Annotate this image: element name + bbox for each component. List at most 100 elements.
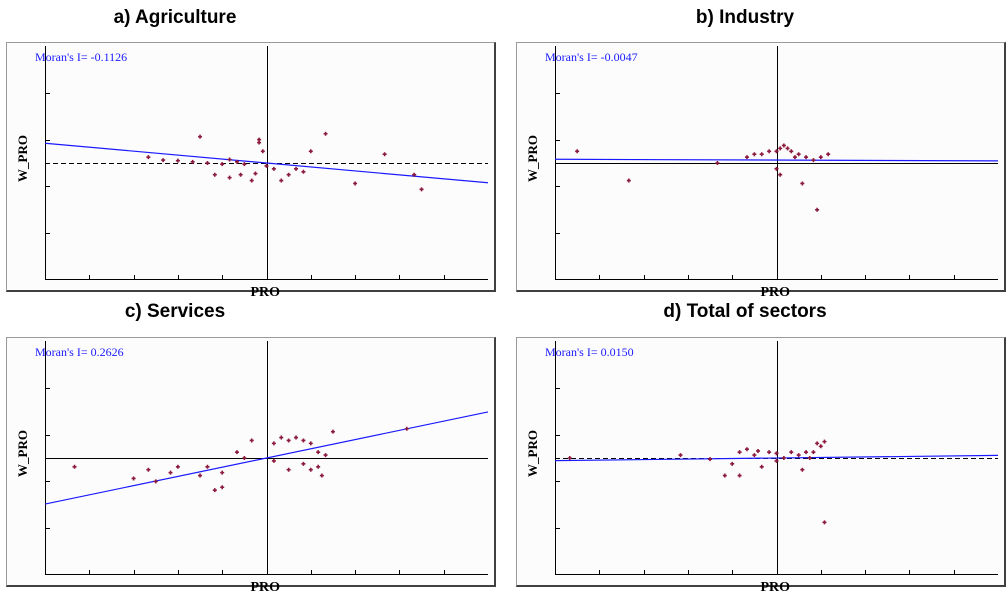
data-point-services — [153, 479, 158, 484]
panel-title-total: d) Total of sectors — [663, 301, 827, 322]
data-point-agriculture — [257, 137, 262, 142]
data-point-agriculture — [271, 166, 276, 171]
x-axis-label-agriculture: PRO — [250, 285, 281, 300]
data-point-services — [198, 473, 203, 478]
panel-title-industry: b) Industry — [695, 7, 795, 28]
panel-title-agriculture: a) Agriculture — [113, 7, 237, 28]
data-point-agriculture — [212, 172, 217, 177]
data-point-total — [752, 453, 757, 458]
data-point-agriculture — [205, 161, 210, 165]
data-point-industry — [575, 149, 580, 154]
data-point-total — [774, 451, 779, 456]
data-point-services — [249, 438, 254, 443]
data-point-agriculture — [412, 172, 417, 177]
data-point-total — [678, 453, 683, 458]
data-point-total — [756, 448, 761, 453]
data-point-total — [811, 450, 816, 455]
data-point-services — [294, 435, 299, 440]
data-point-total — [796, 453, 801, 458]
data-point-agriculture — [146, 155, 151, 160]
x-axis-label-total: PRO — [760, 580, 791, 595]
data-point-agriculture — [382, 152, 387, 157]
panel-services — [6, 337, 496, 587]
data-point-industry — [781, 143, 786, 148]
plot-area-total — [554, 341, 999, 575]
data-point-industry — [752, 152, 757, 157]
data-point-agriculture — [249, 178, 254, 183]
data-point-agriculture — [190, 159, 195, 164]
data-point-total — [767, 450, 772, 455]
data-point-industry — [774, 149, 779, 154]
data-point-agriculture — [419, 187, 424, 192]
plot-area-services — [44, 341, 489, 575]
data-point-agriculture — [260, 149, 265, 154]
data-point-agriculture — [227, 175, 232, 180]
data-point-services — [330, 429, 335, 434]
regression-line-total — [554, 454, 999, 462]
data-point-services — [316, 464, 321, 469]
data-point-industry — [815, 207, 820, 212]
y-axis-label-industry: W_PRO — [525, 135, 540, 182]
data-point-total — [807, 456, 812, 460]
data-point-industry — [785, 146, 790, 151]
data-point-industry — [796, 152, 801, 157]
data-point-services — [316, 450, 321, 455]
y-axis-label-total: W_PRO — [525, 430, 540, 477]
axis-frame-services — [45, 341, 488, 575]
data-point-services — [234, 450, 239, 455]
data-point-agriculture — [238, 172, 243, 177]
data-point-industry — [715, 161, 720, 165]
data-point-agriculture — [279, 178, 284, 183]
panel-total — [516, 337, 1006, 587]
y-axis-label-agriculture: W_PRO — [15, 135, 30, 182]
data-point-services — [175, 464, 180, 469]
data-point-total — [774, 458, 779, 463]
data-point-services — [308, 467, 313, 472]
data-point-industry — [626, 178, 631, 183]
panel-title-services: c) Services — [124, 301, 226, 322]
data-point-services — [212, 488, 217, 493]
data-point-total — [737, 450, 742, 455]
data-point-total — [722, 473, 727, 478]
data-point-total — [822, 520, 827, 525]
data-point-industry — [804, 155, 809, 160]
data-point-total — [822, 439, 827, 444]
data-point-industry — [744, 155, 749, 160]
axis-frame-agriculture — [45, 46, 488, 280]
data-point-services — [301, 461, 306, 466]
data-point-total — [730, 461, 735, 466]
data-point-services — [301, 438, 306, 443]
data-point-agriculture — [301, 169, 306, 174]
data-point-services — [168, 470, 173, 475]
panel-agriculture — [6, 42, 496, 292]
data-point-total — [759, 464, 764, 469]
data-point-industry — [818, 155, 823, 160]
data-point-services — [319, 473, 324, 478]
data-point-services — [404, 426, 409, 431]
y-axis-label-services: W_PRO — [15, 430, 30, 477]
plot-area-industry — [554, 46, 999, 280]
data-point-agriculture — [242, 162, 247, 167]
data-point-industry — [800, 181, 805, 186]
data-point-agriculture — [227, 157, 232, 162]
data-point-total — [818, 444, 823, 449]
axis-frame-total — [555, 341, 998, 575]
data-point-services — [271, 458, 276, 463]
data-point-agriculture — [175, 158, 180, 163]
data-point-services — [242, 456, 247, 460]
data-point-total — [815, 441, 820, 446]
data-point-total — [708, 457, 713, 462]
regression-line-services — [44, 411, 489, 505]
data-point-services — [286, 467, 291, 472]
plot-area-agriculture — [44, 46, 489, 280]
data-point-agriculture — [161, 158, 166, 163]
regression-line-industry — [554, 158, 999, 162]
data-point-agriculture — [198, 134, 203, 139]
data-point-agriculture — [234, 159, 239, 164]
data-point-agriculture — [220, 162, 225, 167]
data-point-services — [131, 476, 136, 481]
data-point-services — [220, 485, 225, 490]
data-point-agriculture — [308, 149, 313, 154]
moran-label-services: Moran's I= 0.2626 — [35, 345, 124, 359]
data-point-services — [72, 464, 77, 469]
